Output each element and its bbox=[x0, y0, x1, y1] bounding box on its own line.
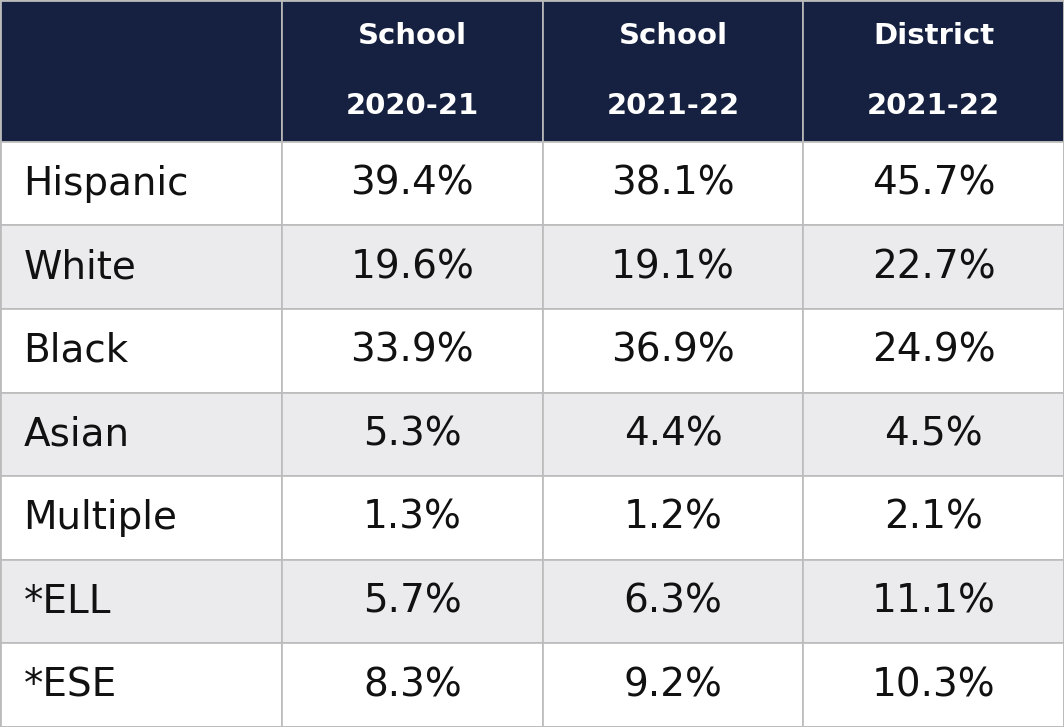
Bar bbox=[282, 643, 543, 727]
Text: 5.7%: 5.7% bbox=[363, 582, 462, 621]
Bar bbox=[282, 309, 543, 393]
Text: 45.7%: 45.7% bbox=[871, 164, 996, 203]
Text: 8.3%: 8.3% bbox=[363, 666, 462, 704]
Text: 1.3%: 1.3% bbox=[363, 499, 462, 537]
Text: 4.5%: 4.5% bbox=[884, 415, 983, 454]
Text: 19.1%: 19.1% bbox=[611, 248, 735, 286]
Bar bbox=[543, 393, 803, 476]
Bar bbox=[0, 225, 282, 309]
Bar bbox=[803, 225, 1064, 309]
Bar bbox=[543, 0, 803, 142]
Text: Asian: Asian bbox=[23, 415, 130, 454]
Text: 2021-22: 2021-22 bbox=[867, 92, 1000, 120]
Bar bbox=[803, 0, 1064, 142]
Text: Hispanic: Hispanic bbox=[23, 164, 189, 203]
Bar bbox=[282, 142, 543, 225]
Text: School: School bbox=[358, 22, 467, 50]
Bar bbox=[543, 560, 803, 643]
Text: 6.3%: 6.3% bbox=[624, 582, 722, 621]
Bar bbox=[543, 225, 803, 309]
Bar bbox=[282, 225, 543, 309]
Bar bbox=[803, 476, 1064, 560]
Bar bbox=[0, 476, 282, 560]
Bar bbox=[803, 560, 1064, 643]
Text: 9.2%: 9.2% bbox=[624, 666, 722, 704]
Text: 36.9%: 36.9% bbox=[611, 332, 735, 370]
Text: 19.6%: 19.6% bbox=[350, 248, 475, 286]
Bar bbox=[543, 476, 803, 560]
Bar bbox=[282, 476, 543, 560]
Bar bbox=[282, 560, 543, 643]
Text: 10.3%: 10.3% bbox=[871, 666, 996, 704]
Bar bbox=[0, 309, 282, 393]
Bar bbox=[0, 560, 282, 643]
Text: White: White bbox=[23, 248, 136, 286]
Text: 4.4%: 4.4% bbox=[624, 415, 722, 454]
Text: *ELL: *ELL bbox=[23, 582, 111, 621]
Text: 33.9%: 33.9% bbox=[350, 332, 475, 370]
Text: School: School bbox=[618, 22, 728, 50]
Text: Multiple: Multiple bbox=[23, 499, 178, 537]
Text: 2.1%: 2.1% bbox=[884, 499, 983, 537]
Text: Black: Black bbox=[23, 332, 129, 370]
Text: 2021-22: 2021-22 bbox=[606, 92, 739, 120]
Bar bbox=[803, 643, 1064, 727]
Text: 39.4%: 39.4% bbox=[350, 164, 475, 203]
Text: 22.7%: 22.7% bbox=[871, 248, 996, 286]
Bar bbox=[803, 142, 1064, 225]
Text: 2020-21: 2020-21 bbox=[346, 92, 479, 120]
Text: *ESE: *ESE bbox=[23, 666, 117, 704]
Bar bbox=[803, 393, 1064, 476]
Bar bbox=[543, 142, 803, 225]
Text: 11.1%: 11.1% bbox=[871, 582, 996, 621]
Bar bbox=[0, 643, 282, 727]
Text: 1.2%: 1.2% bbox=[624, 499, 722, 537]
Bar bbox=[0, 0, 282, 142]
Bar bbox=[543, 309, 803, 393]
Text: District: District bbox=[874, 22, 994, 50]
Text: 38.1%: 38.1% bbox=[611, 164, 735, 203]
Bar bbox=[0, 393, 282, 476]
Bar bbox=[282, 393, 543, 476]
Text: 5.3%: 5.3% bbox=[363, 415, 462, 454]
Bar bbox=[543, 643, 803, 727]
Bar bbox=[282, 0, 543, 142]
Bar bbox=[0, 142, 282, 225]
Text: 24.9%: 24.9% bbox=[871, 332, 996, 370]
Bar bbox=[803, 309, 1064, 393]
